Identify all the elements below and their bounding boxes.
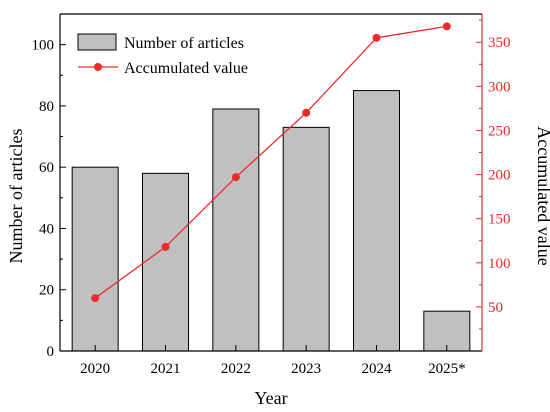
bar-2023	[282, 126, 330, 352]
x-axis-title: Year	[254, 388, 287, 408]
line-accumulated	[94, 25, 447, 299]
y-axis-title: Number of articles	[6, 129, 26, 264]
ticks-group: 0 20 40 60 80 100 50 100 150 200 250 300 350 2020 2021…	[32, 19, 511, 377]
line-point-2022	[231, 173, 240, 182]
y2-tick-label: 350	[488, 35, 511, 51]
bar-2025*	[423, 310, 471, 352]
line-point-2020	[91, 294, 100, 303]
y2-axis-title: Accumulated value	[534, 126, 550, 265]
x-tick-label: 2022	[221, 361, 251, 377]
y2-tick-label: 150	[488, 212, 511, 228]
y-tick-label: 60	[39, 160, 54, 176]
y2-tick-label: 200	[488, 168, 511, 184]
legend: Number of articles Accumulated value	[77, 33, 248, 77]
y-tick-label: 80	[39, 99, 54, 115]
y-tick-label: 20	[39, 283, 54, 299]
legend-swatch-marker	[94, 63, 102, 71]
x-tick-label: 2024	[362, 361, 393, 377]
legend-swatch-bar	[77, 33, 117, 51]
legend-label-bars: Number of articles	[124, 35, 244, 52]
x-tick-label: 2021	[151, 361, 181, 377]
y2-tick-label: 300	[488, 79, 511, 95]
y-tick-label: 100	[32, 38, 55, 54]
bar-2024	[353, 90, 400, 352]
x-tick-label: 2023	[291, 361, 321, 377]
bar-2022	[212, 108, 260, 352]
legend-label-line: Accumulated value	[124, 60, 248, 77]
line-point-2023	[302, 108, 311, 117]
y2-tick-label: 250	[488, 123, 511, 139]
bar-2021	[142, 172, 189, 352]
y2-tick-label: 50	[488, 300, 503, 316]
line-point-2021	[161, 242, 170, 251]
axes-group	[59, 13, 483, 352]
y-tick-label: 0	[47, 344, 55, 360]
line-point-2025*	[442, 22, 451, 31]
y2-tick-label: 100	[488, 256, 511, 272]
x-tick-label: 2025*	[428, 361, 466, 377]
bar-series-group	[71, 90, 471, 352]
y-tick-label: 40	[39, 221, 54, 237]
line-series-group	[91, 22, 451, 303]
x-tick-label: 2020	[80, 361, 110, 377]
line-point-2024	[372, 33, 381, 42]
bar-2020	[71, 166, 119, 352]
